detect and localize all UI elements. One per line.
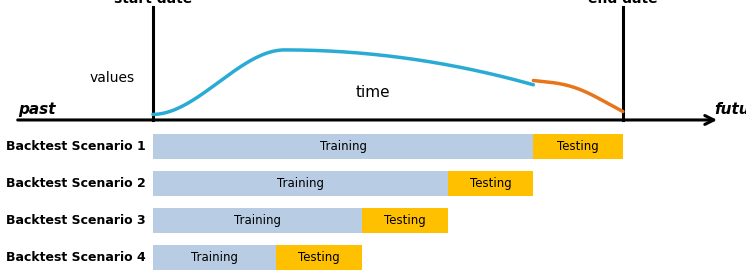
Bar	[153, 245, 276, 270]
Bar	[153, 134, 533, 159]
Bar	[448, 171, 533, 196]
Text: past: past	[19, 102, 56, 117]
Text: future: future	[715, 102, 746, 117]
Text: Training: Training	[191, 251, 238, 264]
Text: Testing: Testing	[384, 214, 425, 227]
Text: Training: Training	[233, 214, 281, 227]
Text: time: time	[356, 85, 390, 100]
Text: Training: Training	[277, 177, 324, 190]
Bar	[362, 208, 448, 233]
Text: Backtest Scenario 3: Backtest Scenario 3	[6, 214, 145, 227]
Text: Backtest Scenario 1: Backtest Scenario 1	[6, 140, 145, 153]
Bar	[153, 171, 448, 196]
Text: Training: Training	[319, 140, 367, 153]
Bar	[153, 208, 362, 233]
Text: Testing: Testing	[557, 140, 599, 153]
Text: Backtest Scenario 4: Backtest Scenario 4	[6, 251, 145, 264]
Text: end date: end date	[588, 0, 658, 6]
Text: Testing: Testing	[298, 251, 339, 264]
Text: start date: start date	[114, 0, 192, 6]
Text: Backtest Scenario 2: Backtest Scenario 2	[6, 177, 145, 190]
Bar	[533, 134, 623, 159]
Text: Testing: Testing	[470, 177, 511, 190]
Bar	[276, 245, 362, 270]
Text: values: values	[90, 71, 134, 85]
